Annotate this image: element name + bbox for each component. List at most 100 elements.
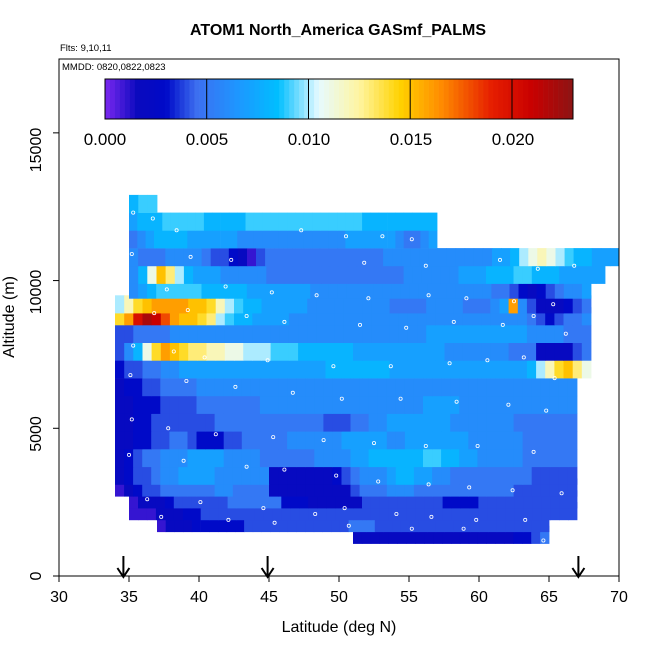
heatmap-cell bbox=[206, 307, 217, 326]
heatmap-cell bbox=[137, 230, 146, 249]
sample-marker bbox=[244, 313, 249, 318]
heatmap-cell bbox=[431, 265, 441, 284]
heatmap-cell bbox=[382, 280, 393, 299]
heatmap-cell bbox=[206, 324, 217, 343]
heatmap-cell bbox=[344, 490, 354, 509]
heatmap-cell bbox=[486, 478, 496, 497]
heatmap-cell bbox=[314, 395, 324, 414]
heatmap-cell bbox=[310, 248, 320, 267]
heatmap-cell bbox=[486, 265, 496, 284]
heatmap-cell bbox=[531, 265, 542, 284]
heatmap-cell bbox=[536, 324, 546, 343]
heatmap-cell bbox=[284, 265, 295, 284]
heatmap-cell bbox=[254, 490, 264, 509]
colorbar-segment bbox=[423, 79, 429, 119]
sample-marker bbox=[464, 296, 469, 301]
heatmap-cell bbox=[295, 230, 305, 249]
sample-marker bbox=[544, 408, 549, 413]
heatmap-cell bbox=[223, 413, 234, 432]
heatmap-cell bbox=[169, 413, 179, 432]
heatmap-cell bbox=[389, 324, 400, 343]
heatmap-cell bbox=[468, 413, 478, 432]
heatmap-cell bbox=[401, 248, 411, 267]
colorbar-segment bbox=[343, 79, 350, 119]
heatmap-cell bbox=[187, 466, 197, 485]
sample-marker bbox=[184, 378, 189, 383]
heatmap-cell bbox=[317, 490, 327, 509]
heatmap-cell bbox=[442, 490, 452, 509]
heatmap-cell bbox=[245, 502, 255, 521]
colorbar-segment bbox=[259, 79, 265, 119]
colorbar-segment bbox=[378, 79, 385, 119]
heatmap-cell bbox=[586, 265, 597, 284]
heatmap-cell bbox=[359, 478, 370, 497]
heatmap-cell bbox=[296, 514, 306, 533]
heatmap-cell bbox=[319, 248, 330, 267]
heatmap-cell bbox=[223, 466, 234, 485]
heatmap-cell bbox=[228, 230, 238, 249]
heatmap-cell bbox=[545, 280, 556, 299]
heatmap-cell bbox=[310, 280, 320, 299]
heatmap-cell bbox=[337, 248, 348, 267]
heatmap-cell bbox=[442, 525, 452, 544]
heatmap-cell bbox=[178, 212, 188, 231]
heatmap-cell bbox=[426, 342, 436, 361]
heatmap-cell bbox=[279, 342, 290, 361]
heatmap-cell bbox=[395, 378, 406, 397]
colorbar-frame bbox=[104, 78, 574, 120]
heatmap-cell bbox=[205, 449, 216, 468]
heatmap-cell bbox=[423, 431, 433, 450]
heatmap-cell bbox=[433, 502, 443, 521]
heatmap-cell bbox=[508, 324, 519, 343]
heatmap-cell bbox=[169, 431, 179, 450]
heatmap-cell bbox=[253, 230, 263, 249]
heatmap-cell bbox=[151, 478, 161, 497]
heatmap-cell bbox=[554, 324, 564, 343]
heatmap-cell bbox=[232, 378, 243, 397]
sample-marker bbox=[447, 361, 452, 366]
heatmap-cell bbox=[169, 449, 179, 468]
heatmap-cell bbox=[151, 342, 162, 361]
heatmap-cell bbox=[426, 307, 436, 326]
heatmap-cell bbox=[407, 307, 418, 326]
heatmap-cell bbox=[513, 466, 524, 485]
heatmap-cell bbox=[160, 378, 170, 397]
heatmap-cell bbox=[218, 490, 228, 509]
heatmap-cell bbox=[495, 265, 505, 284]
heatmap-cell bbox=[250, 378, 261, 397]
heatmap-cell bbox=[459, 395, 469, 414]
heatmap-cell bbox=[259, 378, 270, 397]
heatmap-cell bbox=[124, 378, 134, 397]
heatmap-cell bbox=[252, 514, 262, 533]
heatmap-cell bbox=[124, 360, 134, 379]
sample-marker bbox=[475, 443, 480, 448]
heatmap-cell bbox=[133, 413, 143, 432]
heatmap-cell bbox=[505, 490, 515, 509]
heatmap-cell bbox=[169, 360, 180, 379]
heatmap-cell bbox=[183, 248, 193, 267]
heatmap-cell bbox=[169, 295, 180, 314]
heatmap-cell bbox=[383, 248, 393, 267]
heatmap-cell bbox=[261, 324, 272, 343]
heatmap-cell bbox=[160, 478, 170, 497]
sample-marker bbox=[271, 435, 276, 440]
heatmap-cell bbox=[155, 490, 166, 509]
heatmap-cell bbox=[473, 280, 483, 299]
heatmap-cell bbox=[124, 295, 134, 314]
heatmap-cell bbox=[205, 478, 216, 497]
heatmap-cell bbox=[395, 449, 406, 468]
heatmap-cell bbox=[287, 478, 297, 497]
heatmap-cell bbox=[281, 490, 291, 509]
heatmap-cell bbox=[261, 360, 272, 379]
heatmap-cell bbox=[146, 490, 157, 509]
heatmap-cell bbox=[359, 395, 370, 414]
heatmap-cell bbox=[195, 212, 205, 231]
heatmap-cell bbox=[486, 466, 496, 485]
colorbar-tick-label: 0.005 bbox=[186, 130, 229, 149]
heatmap-cell bbox=[517, 342, 528, 361]
heatmap-cell bbox=[187, 230, 196, 249]
heatmap-cell bbox=[370, 490, 381, 509]
heatmap-cell bbox=[142, 378, 152, 397]
heatmap-cell bbox=[232, 449, 243, 468]
heatmap-cell bbox=[379, 490, 390, 509]
